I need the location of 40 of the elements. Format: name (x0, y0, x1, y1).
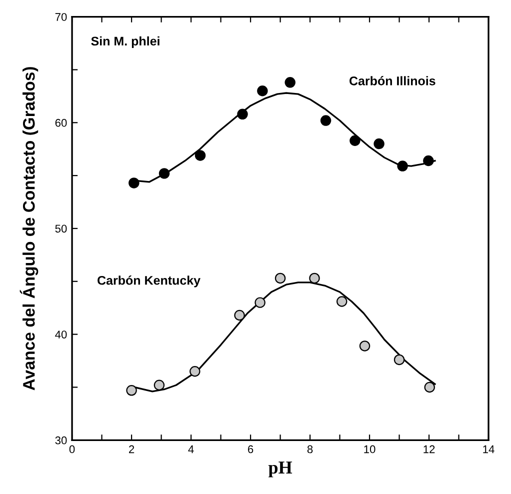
x-axis-title: pH (268, 462, 292, 478)
point (126, 385, 137, 396)
x-tick-label: 2 (129, 445, 134, 454)
x-tick-label: 14 (483, 445, 494, 454)
annotation: Carbón Illinois (350, 76, 436, 86)
point (309, 272, 320, 284)
point (423, 155, 434, 166)
point (154, 380, 165, 390)
point (128, 178, 140, 188)
y-tick-label: 70 (55, 13, 67, 21)
x-tick-label: 4 (188, 445, 194, 454)
point (254, 297, 266, 308)
point (424, 382, 435, 393)
y-tick-label: 40 (55, 330, 67, 338)
point (190, 366, 200, 377)
point (274, 272, 286, 284)
point (194, 150, 206, 161)
x-tick-label: 8 (307, 445, 313, 454)
point (320, 115, 332, 126)
x-tick-label: 0 (69, 445, 75, 454)
annotation: Sin M. phlei (91, 36, 160, 48)
point (350, 135, 360, 146)
point (336, 296, 348, 307)
point (234, 310, 245, 321)
y-tick-label: 50 (55, 224, 67, 233)
point (359, 340, 370, 352)
x-tick-label: 10 (364, 445, 376, 454)
point (284, 77, 296, 88)
y-axis-title: Avance del Ángulo de Contacto (Grados) (20, 67, 38, 390)
point (394, 354, 405, 366)
x-tick-label: 6 (248, 445, 254, 454)
point (397, 160, 408, 172)
point (158, 168, 170, 179)
point (374, 138, 384, 150)
y-tick-label: 60 (55, 118, 67, 127)
point (257, 86, 268, 96)
y-tick-label: 30 (55, 436, 67, 444)
point (237, 108, 248, 120)
annotation: Carbón Kentucky (98, 276, 200, 288)
x-tick-label: 12 (424, 445, 435, 454)
